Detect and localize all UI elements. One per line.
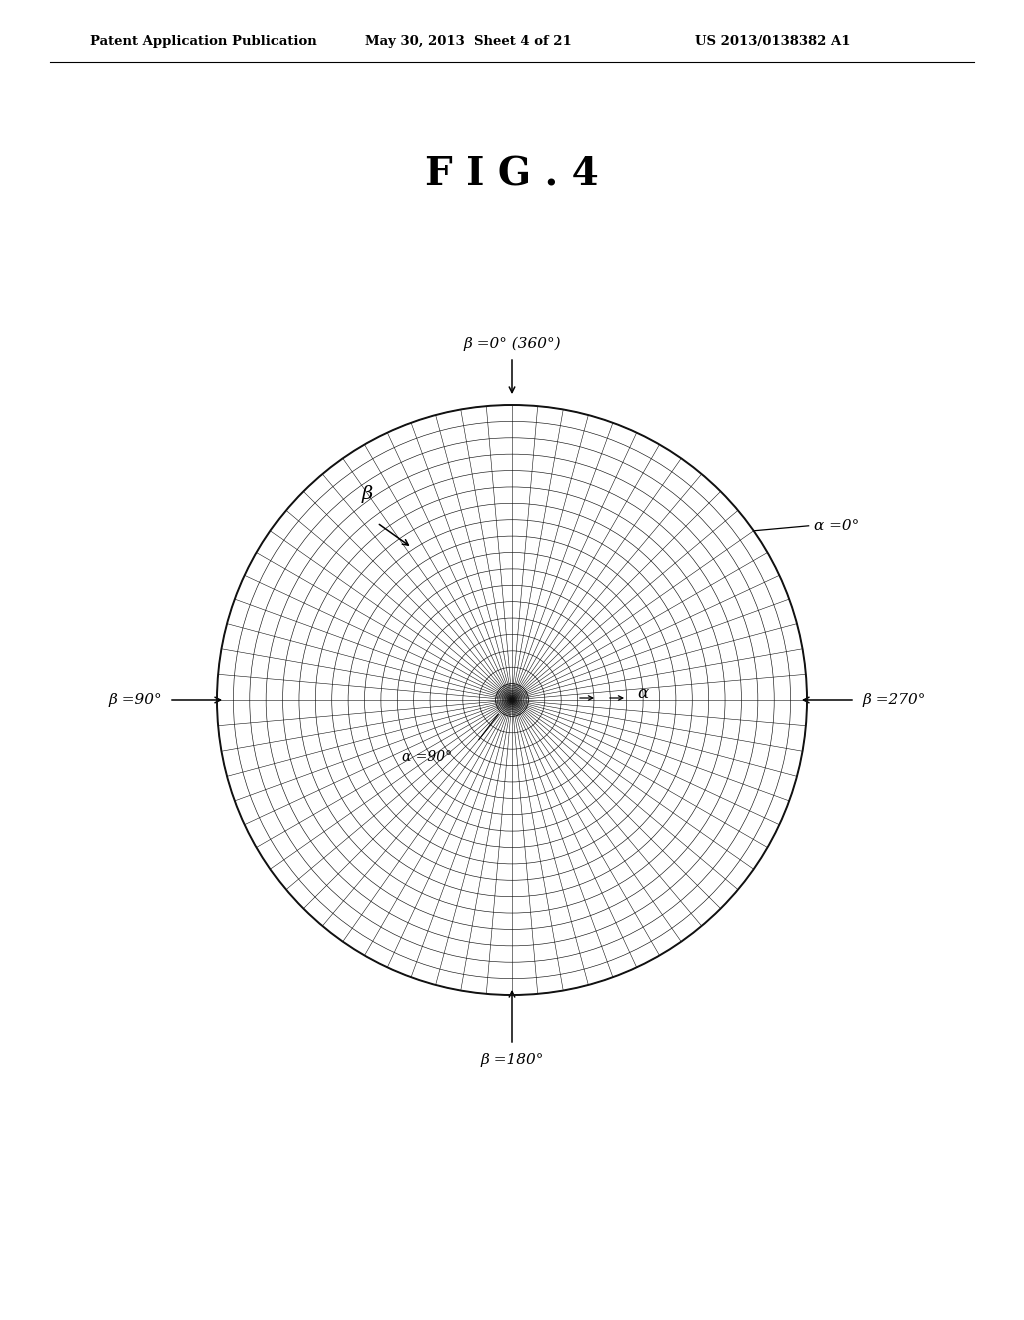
Text: May 30, 2013  Sheet 4 of 21: May 30, 2013 Sheet 4 of 21 <box>365 36 571 48</box>
Text: Patent Application Publication: Patent Application Publication <box>90 36 316 48</box>
Text: α =90°: α =90° <box>402 750 452 764</box>
Text: β =270°: β =270° <box>862 693 926 708</box>
Text: α: α <box>637 685 648 702</box>
Text: β =0° (360°): β =0° (360°) <box>463 337 561 351</box>
Text: β =180°: β =180° <box>480 1053 544 1067</box>
Text: β: β <box>361 484 373 503</box>
Text: β =90°: β =90° <box>109 693 162 708</box>
Text: US 2013/0138382 A1: US 2013/0138382 A1 <box>695 36 851 48</box>
Text: α =0°: α =0° <box>814 519 859 533</box>
Text: F I G . 4: F I G . 4 <box>425 154 599 193</box>
